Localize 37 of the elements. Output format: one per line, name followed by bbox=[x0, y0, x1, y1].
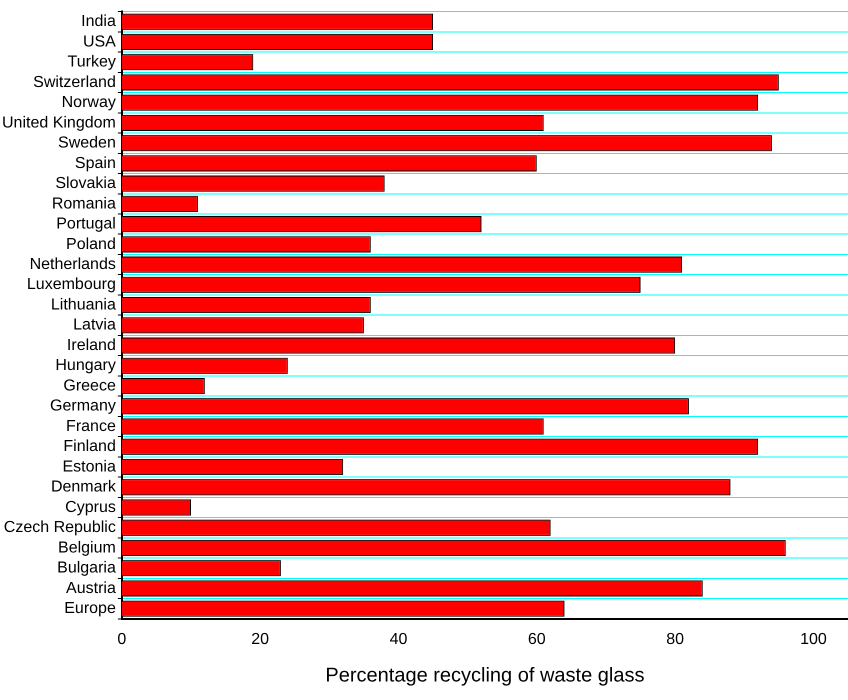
y-tick-label: Turkey bbox=[68, 54, 116, 71]
y-tick-label: Finland bbox=[63, 438, 116, 456]
y-tick-label: Netherlands bbox=[30, 256, 116, 274]
x-tick-label: 0 bbox=[117, 630, 126, 648]
y-tick-label: Czech Republic bbox=[4, 519, 116, 536]
y-tick-label: Germany bbox=[50, 398, 116, 415]
y-tick-label: Sweden bbox=[58, 134, 116, 152]
y-tick-label: Portugal bbox=[56, 216, 116, 233]
y-tick-label: Romania bbox=[52, 195, 116, 212]
x-tick-label: 40 bbox=[390, 630, 408, 648]
y-tick-label: Belgium bbox=[58, 539, 116, 556]
y-tick-label: France bbox=[66, 418, 116, 435]
x-tick-label: 100 bbox=[800, 630, 827, 648]
x-tick-label: 80 bbox=[666, 630, 684, 648]
x-tick-label: 20 bbox=[251, 630, 270, 648]
y-tick-label: Switzerland bbox=[33, 74, 116, 91]
y-tick-label: USA bbox=[82, 33, 116, 50]
y-tick-label: United Kingdom bbox=[2, 114, 116, 132]
x-tick-label: 60 bbox=[528, 630, 546, 648]
y-tick-label: Ireland bbox=[66, 336, 116, 354]
y-tick-label: Bulgaria bbox=[57, 560, 116, 577]
y-tick-label: Denmark bbox=[50, 478, 117, 496]
y-tick-label: Europe bbox=[64, 600, 116, 618]
y-tick-label: Luxembourg bbox=[26, 276, 116, 294]
y-tick-label: Greece bbox=[63, 377, 116, 394]
y-tick-label: Lithuania bbox=[50, 296, 116, 314]
y-tick-label: Poland bbox=[66, 236, 116, 253]
y-tick-label: Spain bbox=[74, 154, 116, 172]
y-tick-label: Latvia bbox=[73, 316, 116, 334]
y-tick-label: Estonia bbox=[62, 458, 116, 476]
y-tick-label: Cyprus bbox=[65, 498, 116, 516]
y-tick-label: India bbox=[81, 13, 116, 30]
y-tick-label: Hungary bbox=[55, 357, 116, 374]
x-axis-title: Percentage recycling of waste glass bbox=[325, 664, 644, 687]
y-tick-label: Norway bbox=[62, 94, 116, 112]
y-tick-label: Slovakia bbox=[55, 175, 116, 192]
y-tick-label: Austria bbox=[66, 580, 116, 597]
